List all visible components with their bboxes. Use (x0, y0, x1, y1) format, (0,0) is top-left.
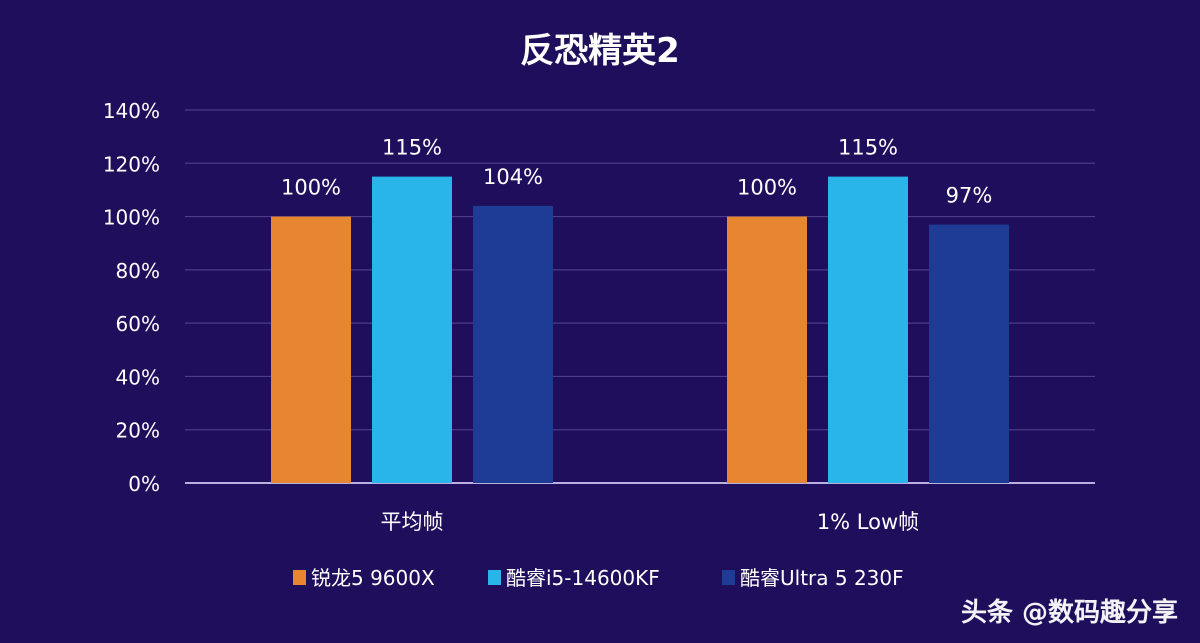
y-tick-label: 20% (116, 419, 160, 443)
data-label: 104% (483, 165, 543, 189)
bar (828, 176, 908, 483)
y-tick-label: 80% (116, 259, 160, 283)
y-tick-label: 140% (103, 99, 160, 123)
data-label: 100% (737, 176, 797, 200)
legend-swatch (293, 570, 306, 585)
data-label: 115% (838, 136, 898, 160)
y-tick-label: 120% (103, 152, 160, 176)
y-tick-label: 0% (128, 472, 160, 496)
legend-label: 酷睿Ultra 5 230F (740, 566, 904, 590)
y-tick-label: 60% (116, 312, 160, 336)
legend-swatch (488, 570, 501, 585)
bar (727, 216, 807, 484)
data-label: 97% (946, 184, 993, 208)
y-tick-label: 100% (103, 206, 160, 230)
x-tick-label: 平均帧 (381, 510, 444, 534)
bar (271, 216, 351, 484)
legend-label: 酷睿i5-14600KF (506, 566, 660, 590)
legend-swatch (722, 570, 735, 585)
chart-title: 反恐精英2 (520, 31, 680, 71)
y-tick-label: 40% (116, 365, 160, 389)
bar (372, 176, 452, 483)
bar (929, 224, 1009, 484)
legend-label: 锐龙5 9600X (311, 566, 435, 590)
data-label: 100% (281, 176, 341, 200)
bar (473, 205, 553, 483)
x-tick-label: 1% Low帧 (817, 510, 919, 534)
data-label: 115% (382, 136, 442, 160)
watermark: 头条 @数码趣分享 (960, 598, 1178, 628)
